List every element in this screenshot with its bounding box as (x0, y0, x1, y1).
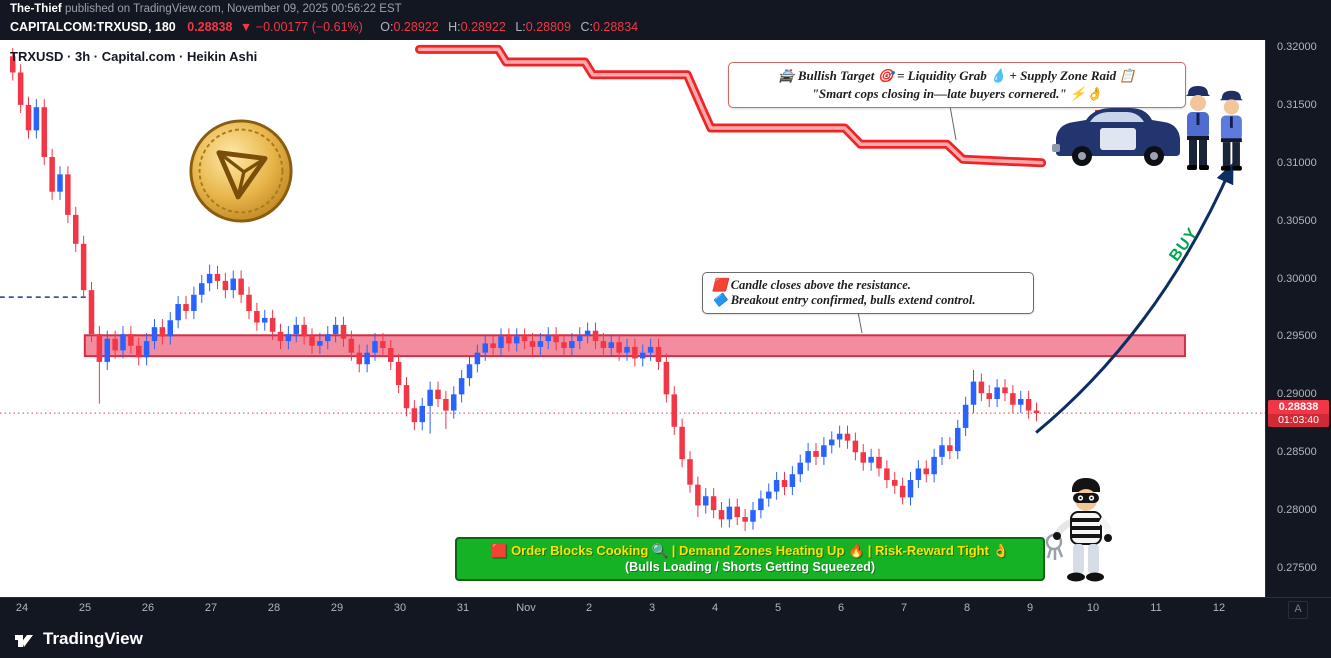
open-value: 0.28922 (393, 20, 439, 34)
time-tick: 30 (393, 602, 407, 614)
time-tick: 12 (1212, 602, 1226, 614)
candles-series[interactable] (10, 48, 1040, 531)
breakout-line2: 🔷 Breakout entry confirmed, bulls extend… (712, 293, 976, 307)
low-label: L: (515, 20, 526, 34)
time-tick: 28 (267, 602, 281, 614)
time-tick: 9 (1026, 602, 1034, 614)
callout-pointer (949, 105, 957, 141)
byline-text: published on TradingView.com, November 0… (61, 3, 402, 15)
time-tick: 7 (900, 602, 908, 614)
price-tick: 0.28500 (1277, 446, 1317, 459)
chart-legend: TRXUSD · 3h · Capital.com · Heikin Ashi (10, 49, 258, 64)
price-change: ▼ −0.00177 (−0.61%) (239, 20, 363, 34)
price-tick: 0.31500 (1277, 98, 1317, 111)
buy-arrow[interactable] (1035, 162, 1234, 434)
symbol-title: CAPITALCOM:TRXUSD, 180 (10, 20, 176, 34)
time-tick: 26 (141, 602, 155, 614)
price-scale[interactable]: 0.28838 01:03:40 0.32000 0.31500 0.31000 0.… (1265, 40, 1331, 597)
time-tick: 11 (1150, 602, 1162, 614)
price-tick: 0.29000 (1277, 388, 1317, 401)
breakout-callout[interactable]: 🟥 Candle closes above the resistance. 🔷 … (702, 272, 1034, 314)
price-chart-canvas[interactable] (0, 40, 1265, 597)
last-price: 0.28838 (187, 20, 233, 34)
price-tick: 0.30000 (1277, 272, 1317, 285)
open-label: O: (380, 20, 394, 34)
tradingview-brand[interactable]: TradingView (12, 627, 143, 651)
time-scale[interactable]: A 24 25 26 27 28 29 30 31 Nov 2 3 4 5 6 7 8 9 10 11 12 (0, 597, 1331, 621)
time-tick: 29 (330, 602, 344, 614)
time-tick: 3 (648, 602, 656, 614)
police-officer-icon (1220, 90, 1243, 171)
breakout-line1: 🟥 Candle closes above the resistance. (712, 278, 911, 292)
time-tick: 10 (1086, 602, 1100, 614)
time-tick: 27 (204, 602, 218, 614)
bullish-target-line1: 🚔 Bullish Target 🎯 = Liquidity Grab 💧 + … (778, 68, 1136, 83)
last-price-badge: 0.28838 01:03:40 (1268, 400, 1329, 428)
close-label: C: (580, 20, 593, 34)
tradingview-logo-icon (15, 635, 33, 647)
low-value: 0.28809 (525, 20, 571, 34)
published-byline: The-Thief published on TradingView.com, … (10, 3, 402, 15)
time-tick: 25 (78, 602, 92, 614)
price-tick: 0.31000 (1277, 156, 1317, 169)
price-tick: 0.30500 (1277, 214, 1317, 227)
bar-countdown: 01:03:40 (1268, 414, 1329, 428)
author-name: The-Thief (10, 3, 62, 15)
auto-scale-button[interactable]: A (1288, 601, 1308, 619)
price-tick: 0.27500 (1277, 562, 1317, 574)
time-tick: 31 (456, 602, 470, 614)
trx-coin-logo (189, 119, 293, 223)
thief-mask-icon (1072, 478, 1100, 492)
time-tick: Nov (516, 602, 536, 614)
banner-line1: 🟥 Order Blocks Cooking 🔍 | Demand Zones … (491, 543, 1009, 558)
high-label: H: (448, 20, 461, 34)
price-tick: 0.32000 (1277, 41, 1317, 53)
callout-pointer (857, 311, 863, 334)
police-clipart (1052, 86, 1243, 171)
time-tick: 24 (15, 602, 29, 614)
police-officer-icon (1186, 86, 1210, 170)
symbol-status-row: CAPITALCOM:TRXUSD, 180 0.28838 ▼ −0.0017… (10, 20, 638, 34)
price-tick: 0.29500 (1277, 330, 1317, 343)
bullish-target-callout[interactable]: 🚔 Bullish Target 🎯 = Liquidity Grab 💧 + … (728, 62, 1186, 108)
time-tick: 8 (963, 602, 971, 614)
tradingview-brand-text: TradingView (43, 629, 143, 648)
high-value: 0.28922 (460, 20, 506, 34)
banner-line2: (Bulls Loading / Shorts Getting Squeezed… (624, 560, 875, 574)
price-tick: 0.28000 (1277, 504, 1317, 517)
time-tick: 4 (711, 602, 719, 614)
time-tick: 5 (774, 602, 782, 614)
footer-bar: TradingView (0, 620, 1331, 658)
time-tick: 2 (585, 602, 593, 614)
close-value: 0.28834 (592, 20, 639, 34)
time-tick: 6 (837, 602, 845, 614)
last-price-value: 0.28838 (1268, 400, 1329, 415)
chart-panel[interactable]: TRXUSD · 3h · Capital.com · Heikin Ashi … (0, 40, 1265, 597)
order-blocks-banner[interactable]: 🟥 Order Blocks Cooking 🔍 | Demand Zones … (455, 537, 1045, 581)
bullish-target-line2: "Smart cops closing in—late buyers corne… (811, 86, 1103, 101)
thief-clipart (1045, 478, 1112, 582)
